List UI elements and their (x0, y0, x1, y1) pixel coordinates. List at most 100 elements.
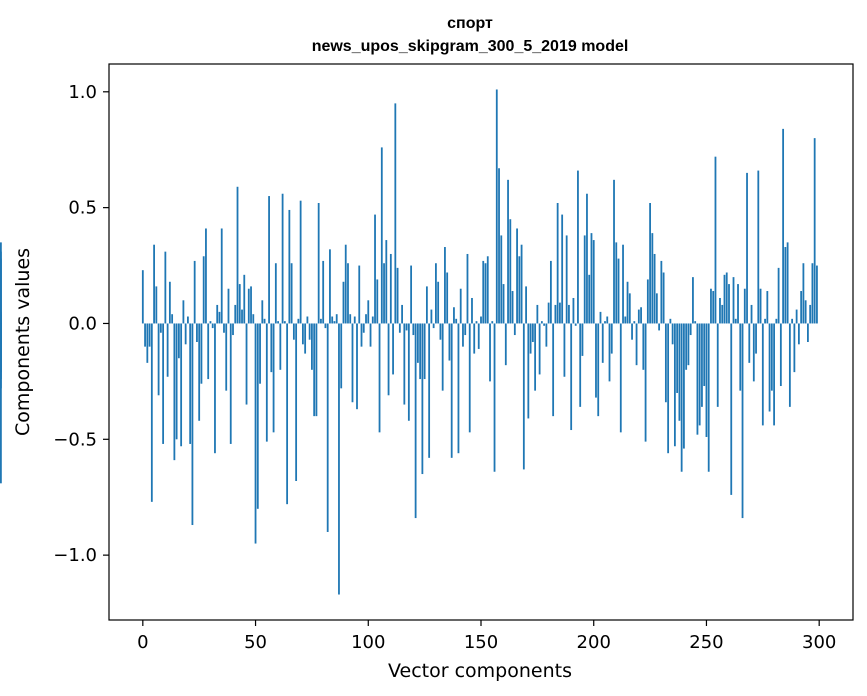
bar (529, 323, 532, 354)
bar (615, 242, 618, 324)
bar (626, 281, 629, 324)
bar (317, 203, 320, 324)
bar (536, 304, 539, 324)
bar (211, 323, 214, 329)
bar (504, 323, 507, 366)
bar (791, 318, 794, 324)
bar (238, 284, 241, 324)
bar (430, 309, 433, 324)
bar (486, 256, 489, 324)
bar (734, 318, 737, 324)
bar (182, 300, 185, 324)
bar (0, 251, 2, 324)
bar (784, 247, 787, 324)
bar (730, 323, 733, 495)
bar (549, 260, 552, 324)
bar (502, 284, 505, 324)
x-tick-label: 250 (689, 632, 723, 653)
bar (444, 247, 446, 324)
y-tick-label: 0.0 (68, 313, 97, 334)
bar (153, 244, 155, 324)
bar (157, 323, 160, 396)
bar (168, 281, 171, 324)
bar (802, 263, 805, 324)
bar (338, 323, 340, 595)
bar (710, 288, 712, 324)
bar (800, 291, 803, 324)
bar (292, 323, 295, 340)
bar (540, 321, 543, 324)
bar (480, 316, 482, 324)
bar (150, 323, 153, 502)
bar (283, 321, 286, 324)
bar (405, 323, 408, 331)
bar (193, 260, 196, 324)
bar (694, 321, 697, 324)
bar (516, 228, 518, 324)
bar (365, 314, 367, 324)
bar (687, 323, 690, 366)
bar (175, 323, 178, 440)
bar (396, 267, 399, 324)
bar (407, 323, 410, 421)
bar (640, 307, 642, 324)
bar (353, 316, 356, 324)
bar (279, 323, 282, 370)
bar (491, 321, 494, 324)
bar (376, 279, 379, 324)
bar (703, 323, 706, 387)
bar (383, 263, 385, 324)
bar (662, 272, 665, 324)
bar (495, 89, 498, 324)
y-tick-label: −1.0 (53, 545, 97, 566)
bar (288, 209, 291, 324)
bar (371, 316, 374, 324)
bar (534, 323, 537, 391)
bar (146, 323, 149, 363)
bar (531, 323, 534, 342)
bar (320, 318, 322, 324)
bar (712, 291, 715, 324)
bar (435, 263, 437, 324)
x-axis-label: Vector components (388, 660, 572, 682)
bar (597, 323, 600, 417)
bar (642, 323, 645, 370)
bar (358, 265, 361, 324)
bar (392, 323, 394, 375)
bar (599, 311, 602, 324)
bar (202, 256, 205, 324)
bar (171, 314, 174, 324)
bar (196, 323, 198, 342)
bar (387, 323, 390, 396)
bar (290, 263, 293, 324)
bar (180, 323, 183, 447)
bar (421, 323, 424, 475)
bar (743, 288, 746, 324)
bar (401, 304, 403, 324)
bar (545, 323, 548, 347)
bar (671, 323, 674, 345)
bar (500, 235, 503, 324)
bar (412, 323, 415, 336)
bar (610, 323, 613, 354)
bar (741, 323, 744, 519)
bar (622, 244, 624, 324)
bar (214, 323, 216, 454)
bar (362, 323, 365, 333)
bar (608, 323, 611, 382)
bar (750, 304, 753, 324)
bar (766, 291, 769, 324)
y-tick-label: −0.5 (53, 429, 97, 450)
y-tick-label: 1.0 (68, 82, 97, 103)
bar (705, 323, 708, 437)
bar (809, 304, 812, 324)
bar (755, 323, 757, 354)
bar (205, 228, 207, 324)
bar (525, 286, 527, 324)
bar (477, 323, 480, 349)
bar (398, 323, 401, 333)
bar (450, 323, 453, 458)
bar (234, 304, 237, 324)
bar (173, 323, 176, 461)
